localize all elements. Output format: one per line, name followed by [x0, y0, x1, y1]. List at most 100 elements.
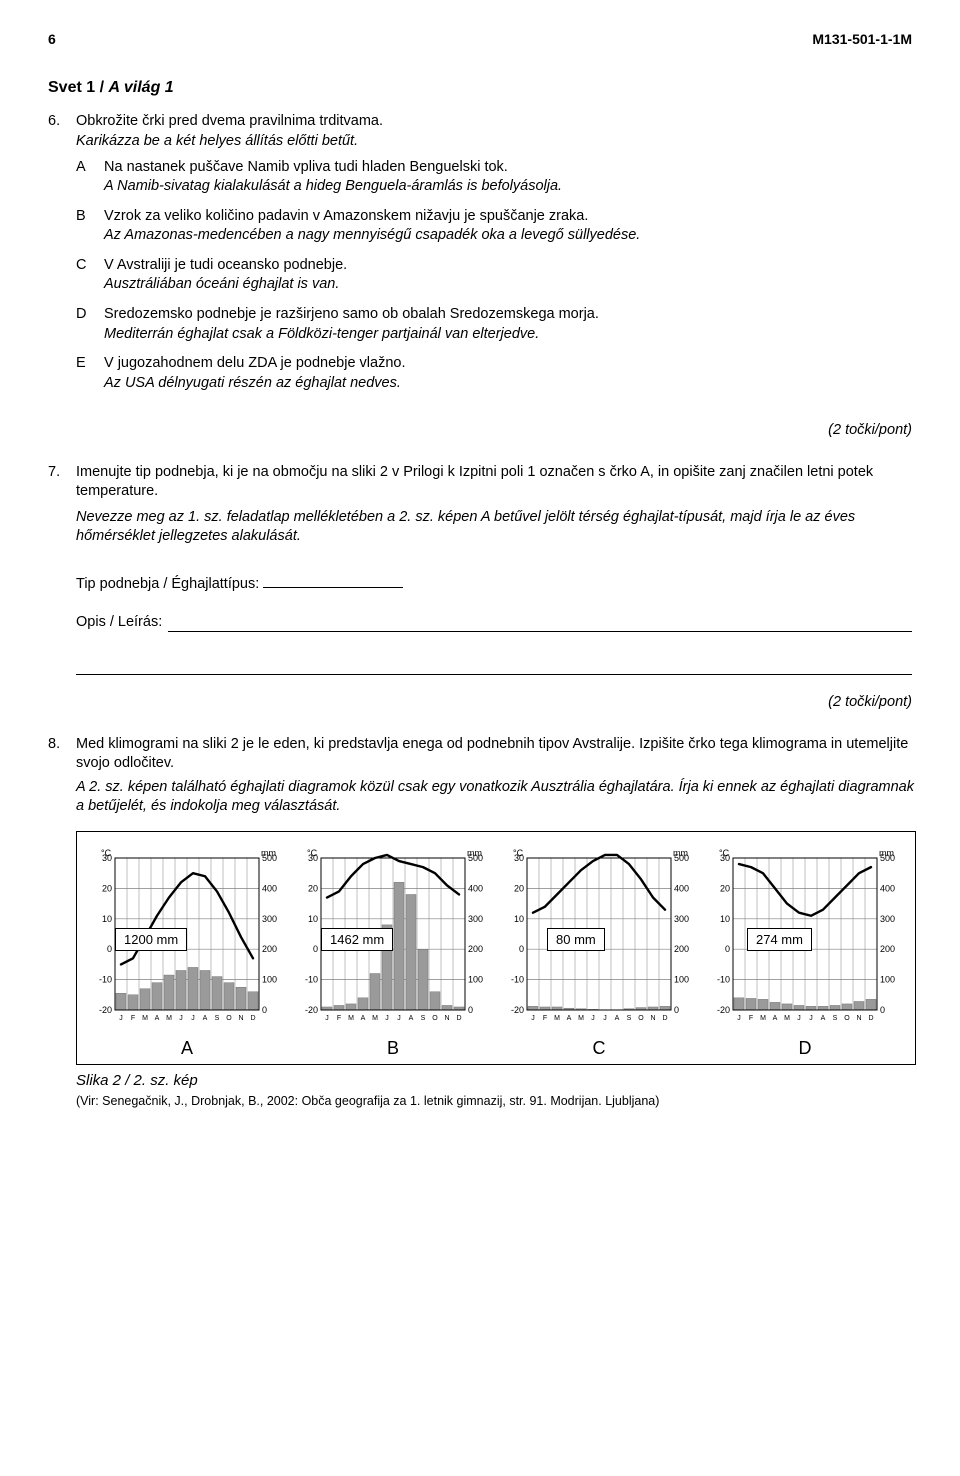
svg-text:J: J [809, 1015, 813, 1022]
option-text: Na nastanek puščave Namib vpliva tudi hl… [104, 158, 912, 197]
svg-text:N: N [650, 1015, 655, 1022]
svg-text:O: O [844, 1015, 850, 1022]
q7-points: (2 točki/pont) [48, 693, 912, 713]
question-7: 7. Imenujte tip podnebja, ki je na območ… [48, 463, 912, 675]
q7-opis-label: Opis / Leírás: [76, 613, 162, 633]
q7-prompt-hu: Nevezze meg az 1. sz. feladatlap mellékl… [76, 508, 912, 547]
svg-text:F: F [749, 1015, 753, 1022]
option-letter: B [76, 207, 104, 246]
option-letter: D [76, 305, 104, 344]
svg-text:F: F [337, 1015, 341, 1022]
svg-text:-20: -20 [717, 1005, 730, 1015]
svg-text:M: M [166, 1015, 172, 1022]
q6-option[interactable]: EV jugozahodnem delu ZDA je podnebje vla… [76, 354, 912, 393]
svg-text:O: O [432, 1015, 438, 1022]
svg-text:20: 20 [514, 883, 524, 893]
q6-option[interactable]: BVzrok za veliko količino padavin v Amaz… [76, 207, 912, 246]
svg-text:-20: -20 [511, 1005, 524, 1015]
svg-text:N: N [856, 1015, 861, 1022]
q8-prompt-hu: A 2. sz. képen található éghajlati diagr… [76, 778, 916, 817]
climogram-letter: D [705, 1036, 905, 1060]
svg-text:J: J [531, 1015, 535, 1022]
q7-tip-blank[interactable] [263, 571, 403, 588]
svg-text:-10: -10 [511, 974, 524, 984]
climogram: -20-1001020300100200300400500°CmmJFMAMJJ… [87, 846, 287, 1060]
q6-option[interactable]: CV Avstraliji je tudi oceansko podnebje.… [76, 256, 912, 295]
climogram: -20-1001020300100200300400500°CmmJFMAMJJ… [705, 846, 905, 1060]
svg-text:S: S [833, 1015, 838, 1022]
svg-text:10: 10 [102, 914, 112, 924]
svg-text:J: J [119, 1015, 123, 1022]
svg-text:300: 300 [262, 914, 277, 924]
svg-text:300: 300 [880, 914, 895, 924]
svg-text:A: A [773, 1015, 778, 1022]
svg-text:A: A [615, 1015, 620, 1022]
svg-text:M: M [554, 1015, 560, 1022]
svg-text:100: 100 [674, 974, 689, 984]
svg-text:J: J [737, 1015, 741, 1022]
option-letter: A [76, 158, 104, 197]
section-title: Svet 1 / A világ 1 [48, 77, 912, 99]
svg-text:J: J [191, 1015, 195, 1022]
section-title-hu: A világ 1 [108, 79, 173, 96]
q6-prompt-sl: Obkrožite črki pred dvema pravilnima trd… [76, 112, 912, 132]
svg-text:10: 10 [308, 914, 318, 924]
option-text: Sredozemsko podnebje je razširjeno samo … [104, 305, 912, 344]
svg-text:10: 10 [720, 914, 730, 924]
svg-text:°C: °C [307, 848, 318, 858]
svg-text:10: 10 [514, 914, 524, 924]
svg-text:F: F [131, 1015, 135, 1022]
svg-text:M: M [578, 1015, 584, 1022]
climogram: -20-1001020300100200300400500°CmmJFMAMJJ… [293, 846, 493, 1060]
svg-text:100: 100 [468, 974, 483, 984]
figure-caption: Slika 2 / 2. sz. kép [76, 1071, 916, 1091]
svg-text:0: 0 [725, 944, 730, 954]
doc-code: M131-501-1-1M [812, 30, 912, 49]
q6-option[interactable]: ANa nastanek puščave Namib vpliva tudi h… [76, 158, 912, 197]
svg-text:D: D [868, 1015, 873, 1022]
option-text: Vzrok za veliko količino padavin v Amazo… [104, 207, 912, 246]
svg-text:mm: mm [879, 848, 894, 858]
svg-text:0: 0 [468, 1005, 473, 1015]
q7-opis-blank-1[interactable] [168, 615, 912, 632]
svg-text:A: A [155, 1015, 160, 1022]
climogram-letter: B [293, 1036, 493, 1060]
svg-text:400: 400 [674, 883, 689, 893]
svg-text:S: S [421, 1015, 426, 1022]
svg-text:20: 20 [102, 883, 112, 893]
svg-text:°C: °C [719, 848, 730, 858]
svg-text:-20: -20 [99, 1005, 112, 1015]
svg-text:0: 0 [107, 944, 112, 954]
section-title-sl: Svet 1 / [48, 79, 108, 96]
climogram-panel: -20-1001020300100200300400500°CmmJFMAMJJ… [76, 831, 916, 1065]
svg-text:mm: mm [261, 848, 276, 858]
svg-text:M: M [372, 1015, 378, 1022]
climogram-letter: C [499, 1036, 699, 1060]
svg-text:S: S [627, 1015, 632, 1022]
figure-source: (Vir: Senegačnik, J., Drobnjak, B., 2002… [76, 1093, 916, 1110]
q6-option[interactable]: DSredozemsko podnebje je razširjeno samo… [76, 305, 912, 344]
question-8: 8. Med klimogrami na sliki 2 je le eden,… [48, 735, 912, 1111]
svg-text:M: M [142, 1015, 148, 1022]
q7-number: 7. [48, 463, 76, 675]
q6-number: 6. [48, 112, 76, 403]
q7-opis-blank-2[interactable] [76, 658, 912, 675]
svg-text:0: 0 [880, 1005, 885, 1015]
svg-text:200: 200 [468, 944, 483, 954]
q6-prompt-hu: Karikázza be a két helyes állítás előtti… [76, 132, 912, 152]
precip-total-badge: 274 mm [747, 928, 812, 952]
svg-text:200: 200 [674, 944, 689, 954]
q6-points: (2 točki/pont) [48, 421, 912, 441]
svg-text:A: A [821, 1015, 826, 1022]
svg-text:100: 100 [262, 974, 277, 984]
svg-text:20: 20 [720, 883, 730, 893]
svg-text:D: D [662, 1015, 667, 1022]
svg-text:mm: mm [467, 848, 482, 858]
svg-text:J: J [591, 1015, 595, 1022]
svg-text:200: 200 [880, 944, 895, 954]
svg-text:A: A [409, 1015, 414, 1022]
svg-text:-10: -10 [717, 974, 730, 984]
q7-prompt-sl: Imenujte tip podnebja, ki je na območju … [76, 463, 912, 502]
option-text: V jugozahodnem delu ZDA je podnebje vlaž… [104, 354, 912, 393]
climogram-letter: A [87, 1036, 287, 1060]
